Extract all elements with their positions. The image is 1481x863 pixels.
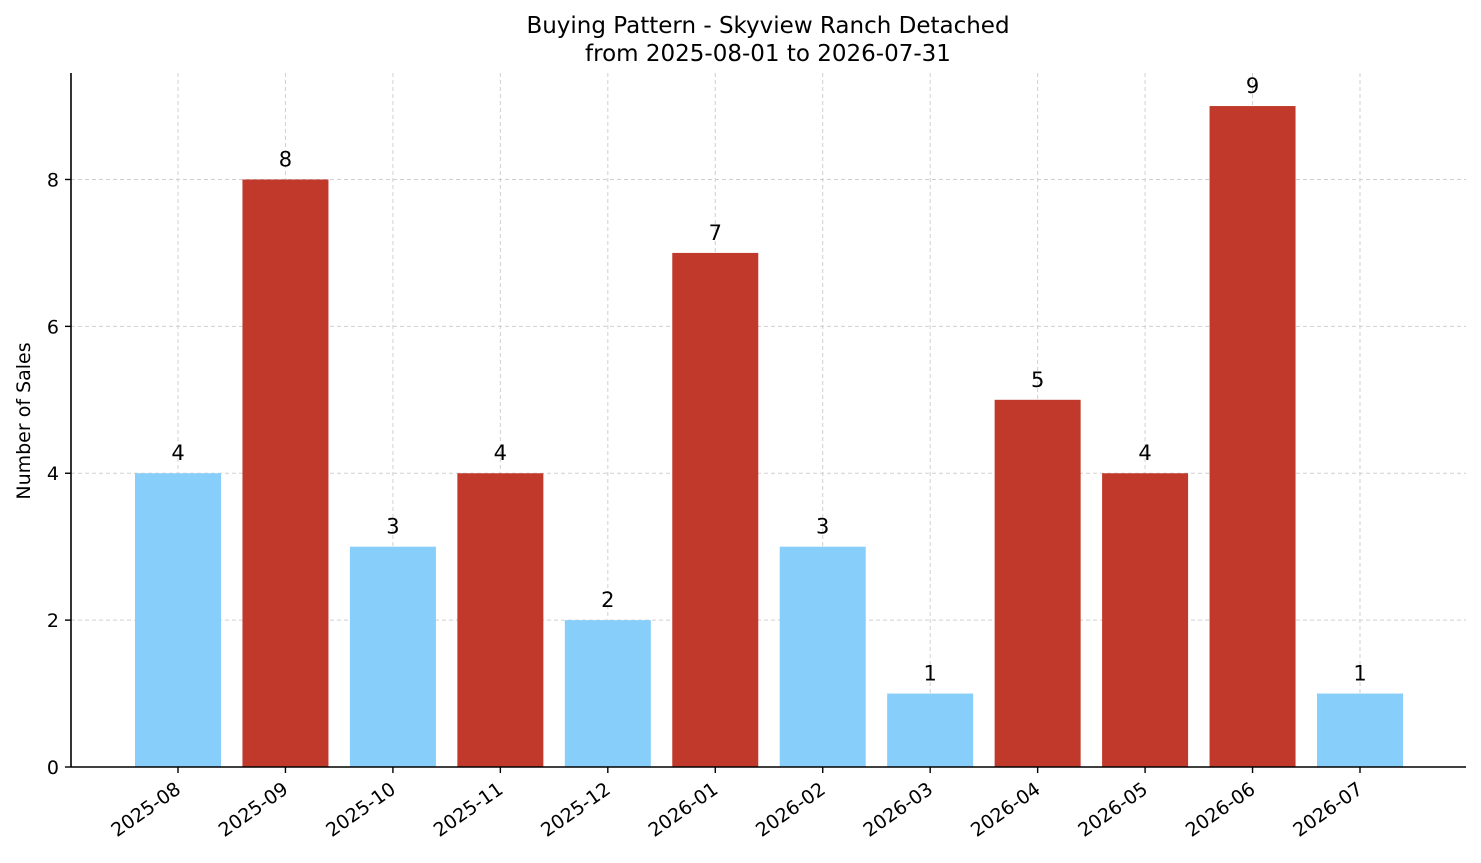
bar-2025-11 <box>457 473 544 767</box>
bar-value-label: 3 <box>816 515 829 539</box>
bar-value-label: 2 <box>601 588 614 612</box>
x-tick-label: 2025-08 <box>107 778 185 842</box>
bar-value-label: 5 <box>1031 368 1044 392</box>
bar-value-label: 3 <box>386 515 399 539</box>
bar-2026-07 <box>1317 693 1403 767</box>
x-tick-label: 2025-09 <box>215 778 293 842</box>
x-tick-label: 2026-05 <box>1074 778 1152 842</box>
y-tick-label: 6 <box>47 316 59 338</box>
x-tick-label: 2026-06 <box>1182 778 1260 842</box>
x-tick-label: 2026-04 <box>967 778 1045 842</box>
bar-2026-02 <box>779 546 866 767</box>
bar-2025-10 <box>349 546 436 767</box>
bars <box>135 106 1403 768</box>
y-tick-label: 4 <box>47 463 59 485</box>
bar-value-label: 8 <box>279 147 292 171</box>
chart-subtitle: from 2025-08-01 to 2026-07-31 <box>585 41 951 67</box>
bar-value-label: 4 <box>171 441 184 465</box>
bar-value-label: 1 <box>1353 662 1366 686</box>
chart-title: Buying Pattern - Skyview Ranch Detached <box>526 13 1009 39</box>
bar-2026-06 <box>1209 106 1296 768</box>
y-tick-label: 8 <box>47 169 59 191</box>
x-tick-label: 2026-01 <box>644 778 722 842</box>
y-axis-label: Number of Sales <box>13 342 35 499</box>
bar-2025-09 <box>242 179 329 768</box>
bar-2026-03 <box>887 693 974 767</box>
bar-value-label: 1 <box>923 662 936 686</box>
x-tick-label: 2026-03 <box>859 778 937 842</box>
axes <box>70 73 1466 768</box>
y-tick-label: 0 <box>47 757 59 779</box>
x-tick-label: 2025-12 <box>537 778 615 842</box>
bar-2026-05 <box>1102 473 1189 767</box>
x-tick-label: 2025-10 <box>322 778 400 842</box>
bar-2025-12 <box>564 620 651 767</box>
bar-2026-04 <box>994 399 1081 767</box>
bar-2026-01 <box>672 252 759 768</box>
x-tick-label: 2026-02 <box>752 778 830 842</box>
bar-value-label: 4 <box>494 441 507 465</box>
bar-value-label: 9 <box>1246 74 1259 98</box>
y-tick-label: 2 <box>47 610 59 632</box>
bar-value-label: 4 <box>1138 441 1151 465</box>
x-tick-label: 2026-07 <box>1289 778 1367 842</box>
value-labels: 4 8 3 4 2 7 3 1 5 4 9 1 <box>171 74 1366 686</box>
bar-2025-08 <box>135 473 221 767</box>
bar-value-label: 7 <box>709 221 722 245</box>
x-tick-label: 2025-11 <box>430 778 508 842</box>
